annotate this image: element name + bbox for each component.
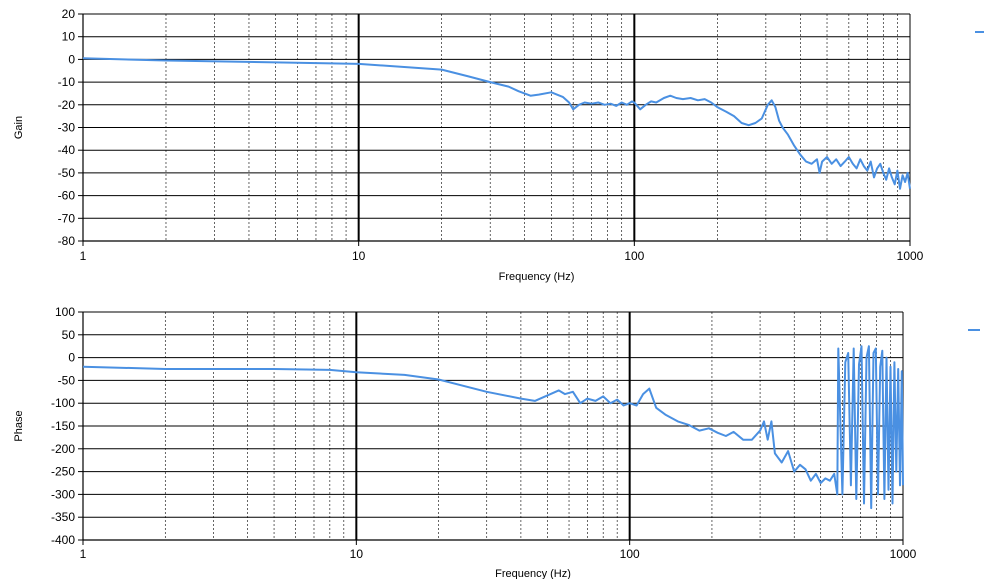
gain-ytick-label: -80: [58, 234, 76, 248]
phase-xlabel: Frequency (Hz): [495, 568, 571, 579]
gain-ytick-label: -50: [58, 166, 76, 180]
gain-xtick-label: 1000: [897, 249, 924, 263]
phase-xtick-label: 1: [80, 547, 87, 561]
phase-ytick-label: -200: [51, 442, 75, 456]
gain-xtick-label: 100: [624, 249, 644, 263]
phase-ytick-label: -250: [51, 465, 75, 479]
gain-ytick-label: -30: [58, 121, 76, 135]
gain-ytick-label: -60: [58, 189, 76, 203]
gain-ytick-label: 10: [62, 30, 76, 44]
gain-ytick-label: -20: [58, 98, 76, 112]
gain-ytick-label: 20: [62, 7, 76, 21]
phase-ytick-label: -50: [58, 373, 76, 387]
phase-xtick-label: 10: [350, 547, 364, 561]
gain-ytick-label: -10: [58, 75, 76, 89]
phase-ytick-label: -150: [51, 419, 75, 433]
phase-ytick-label: -400: [51, 533, 75, 547]
gain-ytick-label: -70: [58, 211, 76, 225]
phase-series-line: [82, 345, 904, 510]
gain-series-line: [82, 57, 911, 190]
phase-ytick-label: 100: [55, 305, 75, 319]
phase-ytick-label: -100: [51, 396, 75, 410]
phase-ylabel: Phase: [13, 410, 25, 441]
phase-ytick-label: -300: [51, 487, 75, 501]
phase-ytick-label: 50: [62, 328, 76, 342]
phase-ytick-label: -350: [51, 510, 75, 524]
gain-ytick-label: -40: [58, 143, 76, 157]
gain-xtick-label: 10: [352, 249, 366, 263]
phase-xtick-label: 1000: [890, 547, 917, 561]
gain-ytick-label: 0: [68, 52, 75, 66]
gain-xtick-label: 1: [80, 249, 87, 263]
gain-ylabel: Gain: [13, 116, 25, 139]
phase-xtick-label: 100: [620, 547, 640, 561]
gain-xlabel: Frequency (Hz): [499, 271, 575, 283]
phase-ytick-label: 0: [68, 351, 75, 365]
